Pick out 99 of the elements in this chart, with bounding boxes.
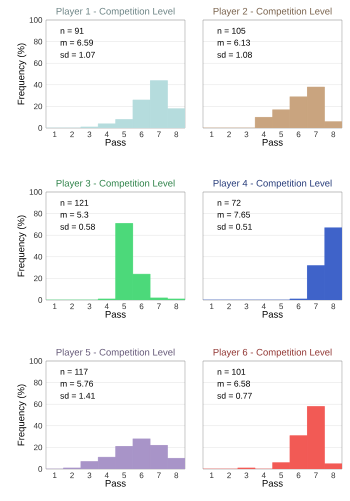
- x-axis-title: Pass: [262, 139, 283, 146]
- annotation: n = 121: [60, 200, 88, 206]
- x-tick-label: 3: [88, 304, 92, 310]
- x-tick-label: 5: [122, 132, 126, 138]
- y-tick-label: 20: [34, 444, 42, 450]
- y-tick-label: 60: [34, 232, 42, 238]
- x-tick-label: 6: [140, 304, 144, 310]
- chart-title: Player 5 - Competition Level: [56, 348, 174, 358]
- y-axis-title: Frequency (%): [17, 215, 26, 276]
- y-tick-label: 80: [34, 38, 42, 44]
- x-tick-label: 5: [122, 304, 126, 310]
- x-tick-label: 2: [70, 472, 74, 478]
- x-tick-label: 1: [53, 132, 57, 138]
- x-tick-label: 4: [262, 304, 266, 310]
- x-tick-label: 4: [262, 472, 266, 478]
- x-tick-label: 5: [279, 472, 284, 478]
- annotation: m = 7.65: [218, 212, 250, 218]
- y-tick-label: 40: [34, 82, 42, 88]
- x-axis-title: Pass: [262, 480, 283, 487]
- y-tick-label: 80: [34, 210, 42, 216]
- x-tick-label: 3: [88, 472, 92, 478]
- x-tick-label: 4: [262, 132, 266, 138]
- x-tick-label: 4: [104, 132, 109, 138]
- x-tick-label: 2: [227, 472, 231, 478]
- x-tick-label: 6: [296, 304, 300, 310]
- x-tick-label: 8: [174, 472, 178, 478]
- chart-title: Player 4 - Competition Level: [214, 180, 332, 188]
- annotation: m = 6.58: [218, 380, 250, 387]
- x-tick-label: 5: [122, 472, 126, 478]
- x-tick-label: 8: [331, 132, 336, 138]
- x-tick-label: 2: [70, 132, 74, 138]
- annotation: sd = 0.51: [217, 224, 252, 230]
- annotation: n = 91: [60, 28, 84, 34]
- chart-title: Player 6 - Competition Level: [214, 348, 332, 358]
- x-tick-label: 2: [227, 304, 231, 310]
- annotation: n = 72: [218, 200, 241, 206]
- annotation: sd = 0.58: [60, 224, 95, 230]
- x-axis-title: Pass: [106, 139, 126, 146]
- x-tick-label: 1: [210, 132, 214, 138]
- y-tick-label: 0: [38, 297, 42, 303]
- x-tick-label: 8: [174, 304, 178, 310]
- x-tick-label: 8: [331, 472, 336, 478]
- annotation: m = 6.59: [60, 40, 93, 46]
- y-tick-label: 60: [34, 401, 42, 408]
- x-tick-label: 4: [104, 304, 109, 310]
- x-tick-label: 7: [157, 132, 161, 138]
- x-tick-label: 7: [157, 472, 161, 478]
- x-tick-label: 6: [140, 472, 144, 478]
- y-axis-title: Frequency (%): [17, 384, 26, 446]
- x-tick-label: 6: [296, 132, 300, 138]
- y-tick-label: 40: [34, 254, 42, 260]
- y-tick-label: 20: [34, 276, 42, 282]
- x-axis-title: Pass: [262, 311, 283, 318]
- y-tick-label: 80: [34, 380, 42, 386]
- y-tick-label: 20: [34, 104, 42, 110]
- y-tick-label: 100: [30, 358, 42, 364]
- annotation: n = 101: [218, 368, 246, 375]
- y-tick-label: 60: [34, 60, 42, 66]
- x-tick-label: 3: [244, 132, 248, 138]
- x-tick-label: 8: [331, 304, 336, 310]
- x-tick-label: 6: [140, 132, 144, 138]
- annotation: n = 117: [60, 368, 88, 375]
- annotation: sd = 1.41: [60, 392, 95, 399]
- annotation: sd = 1.08: [217, 52, 252, 58]
- x-tick-label: 7: [314, 304, 318, 310]
- x-tick-label: 3: [244, 472, 248, 478]
- x-tick-label: 7: [314, 472, 318, 478]
- x-tick-label: 2: [70, 304, 74, 310]
- annotation: m = 6.13: [218, 40, 250, 46]
- chart-title: Player 2 - Competition Level: [214, 8, 332, 16]
- chart-title: Player 1 - Competition Level: [56, 8, 174, 16]
- chart-title: Player 3 - Competition Level: [56, 180, 174, 188]
- y-tick-label: 100: [30, 17, 42, 23]
- y-axis-title: Frequency (%): [17, 43, 26, 104]
- annotation: sd = 0.77: [217, 392, 252, 399]
- y-tick-label: 100: [30, 189, 42, 195]
- x-tick-label: 1: [53, 304, 57, 310]
- x-axis-title: Pass: [106, 480, 126, 487]
- x-tick-label: 5: [279, 132, 284, 138]
- x-tick-label: 2: [227, 132, 231, 138]
- annotation: m = 5.76: [60, 380, 94, 387]
- y-tick-label: 0: [38, 466, 42, 472]
- x-tick-label: 7: [314, 132, 318, 138]
- x-tick-label: 1: [210, 472, 214, 478]
- x-tick-label: 3: [244, 304, 248, 310]
- x-tick-label: 4: [104, 472, 109, 478]
- x-tick-label: 7: [157, 304, 161, 310]
- x-tick-label: 8: [174, 132, 178, 138]
- x-tick-label: 1: [210, 304, 214, 310]
- x-axis-title: Pass: [106, 311, 126, 318]
- annotation: sd = 1.07: [60, 52, 95, 58]
- y-tick-label: 0: [38, 125, 42, 131]
- y-tick-label: 40: [34, 422, 42, 429]
- annotation: m = 5.3: [60, 212, 88, 218]
- x-tick-label: 5: [279, 304, 284, 310]
- x-tick-label: 3: [88, 132, 92, 138]
- x-tick-label: 6: [296, 472, 300, 478]
- x-tick-label: 1: [53, 472, 57, 478]
- annotation: n = 105: [218, 28, 246, 34]
